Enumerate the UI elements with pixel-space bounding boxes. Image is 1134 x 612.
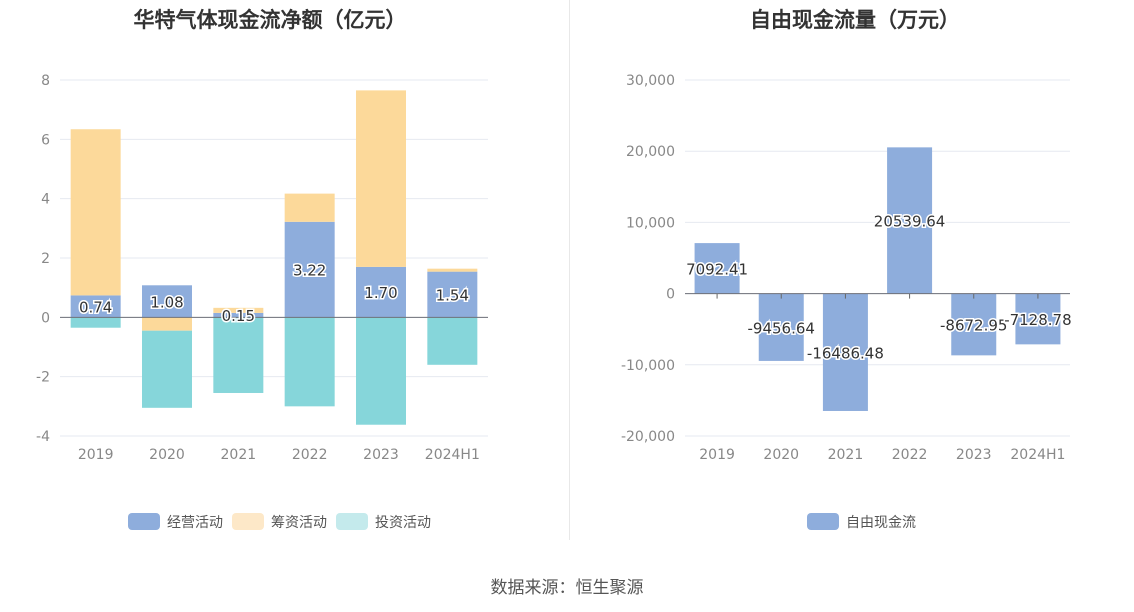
data-label: -8672.95: [940, 316, 1007, 334]
data-label: 1.54: [436, 286, 469, 304]
x-tick-label: 2019: [699, 447, 735, 463]
x-tick-label: 2023: [956, 447, 992, 463]
cash-flow-net-chart: 华特气体现金流净额（亿元） 8 6 4 2 0 -2 -4 2019 2020 2021 2022 20…: [36, 8, 488, 531]
legend-swatch: [807, 513, 839, 530]
bar-自由现金流: [1015, 293, 1061, 345]
bar-经营活动: [356, 266, 406, 318]
data-label: -16486.48: [807, 344, 884, 362]
y-tick-label: 4: [41, 192, 50, 208]
data-label: 0.15: [222, 307, 255, 325]
y-tick-label: 30,000: [626, 73, 675, 89]
bar-筹资活动: [70, 129, 121, 296]
bar-筹资活动: [284, 193, 335, 222]
x-tick-label: 2020: [149, 447, 185, 463]
bar-经营活动: [284, 221, 335, 318]
y-tick-label: -10,000: [621, 358, 675, 374]
x-tick-label: 2019: [78, 447, 114, 463]
bar-自由现金流: [887, 147, 933, 294]
x-tick-label: 2023: [363, 447, 399, 463]
bar-自由现金流: [758, 293, 804, 361]
x-tick-label: 2021: [828, 447, 864, 463]
bar-经营活动: [427, 271, 478, 318]
bar-自由现金流: [951, 293, 997, 356]
legend-swatch: [128, 513, 160, 530]
y-tick-label: 0: [666, 287, 675, 303]
y-tick-label: -4: [36, 429, 50, 445]
bar-经营活动: [70, 295, 121, 318]
legend-swatch: [232, 513, 264, 530]
data-label: 3.22: [293, 262, 326, 280]
chart-title: 自由现金流量（万元）: [750, 8, 960, 32]
x-tick-label: 2024H1: [1010, 447, 1065, 463]
y-tick-label: 20,000: [626, 144, 675, 160]
x-tick-label: 2020: [763, 447, 799, 463]
y-tick-label: -20,000: [621, 429, 675, 445]
data-label: -9456.64: [748, 319, 815, 337]
y-tick-label: 8: [41, 73, 50, 89]
bar-投资活动: [70, 317, 121, 328]
legend-swatch: [336, 513, 368, 530]
legend-label: 自由现金流: [846, 515, 916, 531]
legend-label: 筹资活动: [271, 514, 327, 531]
bar-筹资活动: [213, 307, 264, 313]
data-label: 1.70: [364, 284, 397, 302]
bar-经营活动: [213, 312, 264, 318]
x-tick-label: 2022: [892, 447, 928, 463]
data-label: 0.74: [79, 298, 112, 316]
bar-筹资活动: [356, 90, 406, 267]
chart-title: 华特气体现金流净额（亿元）: [134, 8, 407, 32]
bar-投资活动: [356, 317, 406, 425]
x-tick-label: 2021: [221, 447, 257, 463]
bar-投资活动: [213, 317, 264, 393]
y-tick-label: 10,000: [626, 215, 675, 231]
data-label: 7092.41: [686, 260, 748, 278]
bar-投资活动: [427, 317, 478, 365]
y-tick-label: 2: [41, 251, 50, 267]
data-label: -7128.78: [1004, 311, 1071, 329]
x-tick-label: 2022: [292, 447, 328, 463]
bar-投资活动: [142, 330, 192, 408]
bar-经营活动: [142, 285, 192, 318]
free-cash-flow-chart: 自由现金流量（万元） 30,000 20,000 10,000 0 -10,000 -20,…: [621, 8, 1073, 531]
bar-自由现金流: [694, 243, 740, 294]
bar-筹资活动: [427, 268, 478, 272]
data-label: 1.08: [150, 293, 183, 311]
legend-label: 投资活动: [375, 515, 431, 531]
x-tick-label: 2024H1: [425, 447, 480, 463]
bar-自由现金流: [822, 293, 868, 411]
y-tick-label: 0: [41, 310, 50, 326]
chart-divider: [569, 0, 570, 540]
y-tick-label: 6: [41, 132, 50, 148]
legend-label: 经营活动: [167, 515, 223, 531]
data-label: 20539.64: [874, 212, 946, 230]
data-source-footer: 数据来源：恒生聚源: [490, 578, 644, 598]
bar-投资活动: [284, 317, 335, 407]
y-tick-label: -2: [36, 370, 50, 386]
bar-筹资活动: [142, 317, 192, 331]
